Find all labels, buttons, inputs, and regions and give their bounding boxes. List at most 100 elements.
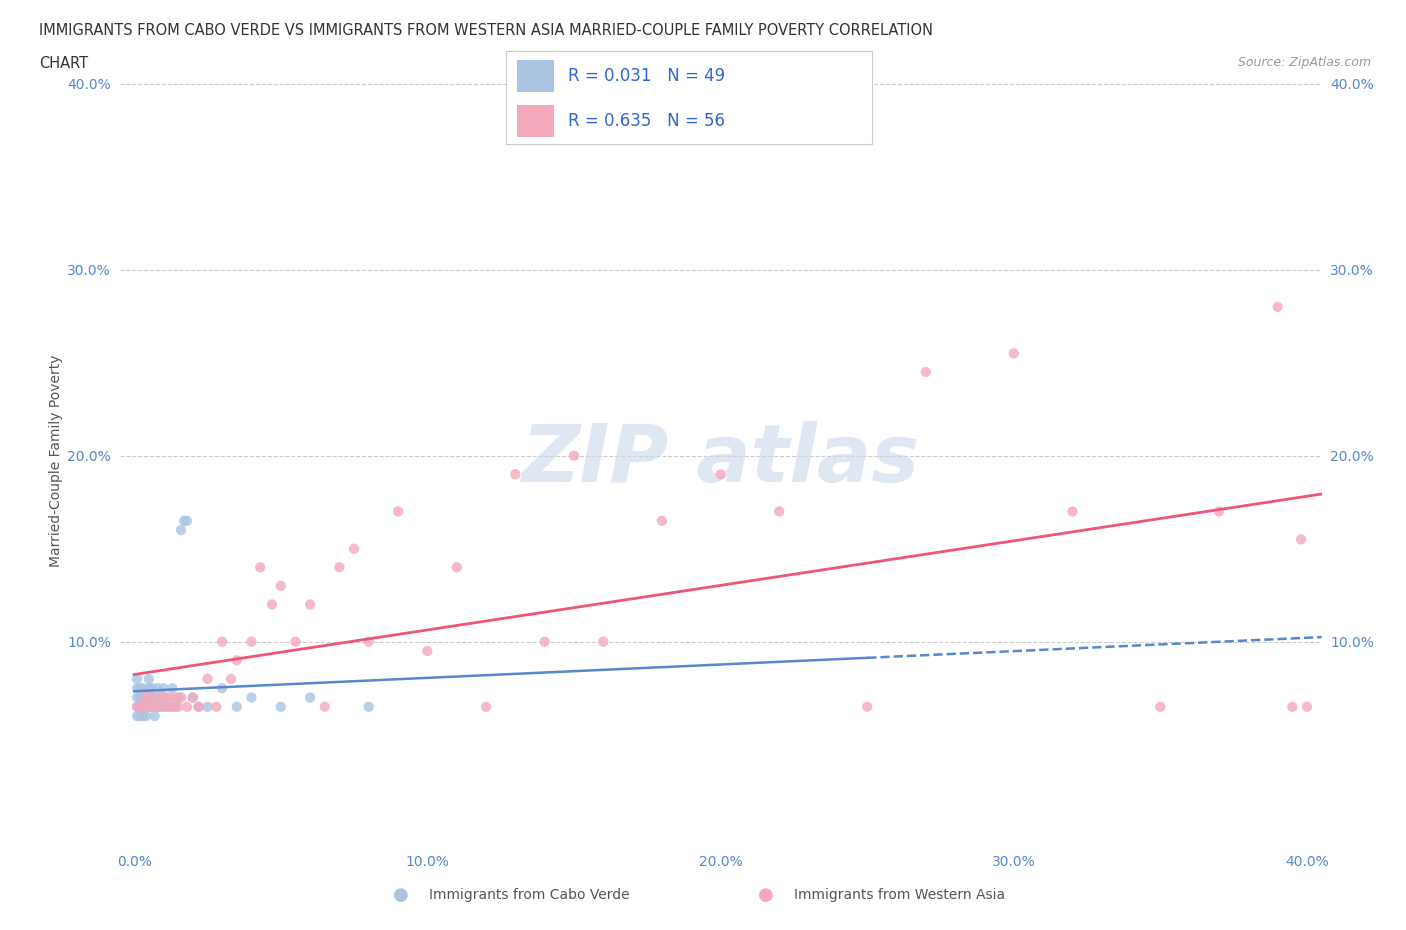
Point	[132, 709, 155, 724]
Point	[152, 690, 174, 705]
Point	[475, 699, 498, 714]
Point	[357, 699, 380, 714]
Point	[129, 699, 152, 714]
Point	[141, 681, 163, 696]
Point	[197, 671, 219, 686]
Point	[143, 699, 166, 714]
Point	[270, 699, 292, 714]
Point	[155, 699, 177, 714]
Point	[167, 690, 190, 705]
Point	[240, 690, 263, 705]
Point	[240, 634, 263, 649]
Point	[129, 699, 152, 714]
Point	[132, 690, 155, 705]
Point	[592, 634, 614, 649]
Point	[357, 634, 380, 649]
Point	[146, 699, 169, 714]
Point	[146, 699, 169, 714]
Point	[135, 690, 157, 705]
Point	[162, 699, 184, 714]
Point	[149, 690, 172, 705]
Point	[249, 560, 271, 575]
Point	[152, 681, 174, 696]
Point	[173, 513, 195, 528]
Point	[162, 681, 184, 696]
Point	[129, 709, 152, 724]
Point	[127, 699, 149, 714]
Point	[138, 681, 160, 696]
Point	[132, 699, 155, 714]
Point	[446, 560, 468, 575]
Point	[505, 467, 527, 482]
Bar	[517, 60, 554, 92]
Point	[129, 681, 152, 696]
Point	[284, 634, 307, 649]
Point	[1149, 699, 1171, 714]
Point	[135, 690, 157, 705]
Point	[167, 699, 190, 714]
Point	[387, 504, 409, 519]
Point	[129, 690, 152, 705]
Point	[299, 690, 322, 705]
Point	[1296, 699, 1319, 714]
Point	[314, 699, 336, 714]
Point	[1267, 299, 1289, 314]
Point	[138, 690, 160, 705]
Point	[155, 690, 177, 705]
Point	[141, 690, 163, 705]
Text: Source: ZipAtlas.com: Source: ZipAtlas.com	[1237, 56, 1371, 69]
Point	[176, 699, 198, 714]
Point	[146, 681, 169, 696]
Point	[157, 699, 180, 714]
Point	[149, 699, 172, 714]
Point	[143, 699, 166, 714]
Point	[152, 699, 174, 714]
Point	[138, 699, 160, 714]
Point	[211, 681, 233, 696]
Text: R = 0.031   N = 49: R = 0.031 N = 49	[568, 67, 725, 86]
Point	[270, 578, 292, 593]
Point	[141, 699, 163, 714]
Point	[328, 560, 350, 575]
Point	[651, 513, 673, 528]
Text: CHART: CHART	[39, 56, 89, 71]
Text: Immigrants from Western Asia: Immigrants from Western Asia	[794, 887, 1005, 902]
Point	[1281, 699, 1303, 714]
Text: Immigrants from Cabo Verde: Immigrants from Cabo Verde	[429, 887, 630, 902]
Point	[135, 699, 157, 714]
Point	[187, 699, 209, 714]
Point	[181, 690, 204, 705]
Text: R = 0.635   N = 56: R = 0.635 N = 56	[568, 112, 725, 130]
Point	[1062, 504, 1084, 519]
Point	[127, 681, 149, 696]
Point	[260, 597, 283, 612]
Point	[1208, 504, 1230, 519]
Point	[170, 523, 193, 538]
Point	[181, 690, 204, 705]
Point	[219, 671, 242, 686]
Point	[768, 504, 790, 519]
Point	[205, 699, 228, 714]
Point	[143, 690, 166, 705]
Point	[127, 671, 149, 686]
Point	[138, 690, 160, 705]
Point	[187, 699, 209, 714]
Point	[710, 467, 733, 482]
Text: ●: ●	[758, 885, 775, 904]
Point	[135, 709, 157, 724]
Point	[343, 541, 366, 556]
Point	[856, 699, 879, 714]
Point	[141, 690, 163, 705]
Point	[132, 681, 155, 696]
Point	[197, 699, 219, 714]
Point	[138, 699, 160, 714]
Point	[1289, 532, 1312, 547]
Point	[211, 634, 233, 649]
Point	[132, 699, 155, 714]
Point	[914, 365, 936, 379]
Point	[143, 709, 166, 724]
Point	[165, 699, 187, 714]
Point	[225, 699, 247, 714]
Point	[533, 634, 555, 649]
Text: IMMIGRANTS FROM CABO VERDE VS IMMIGRANTS FROM WESTERN ASIA MARRIED-COUPLE FAMILY: IMMIGRANTS FROM CABO VERDE VS IMMIGRANTS…	[39, 23, 934, 38]
